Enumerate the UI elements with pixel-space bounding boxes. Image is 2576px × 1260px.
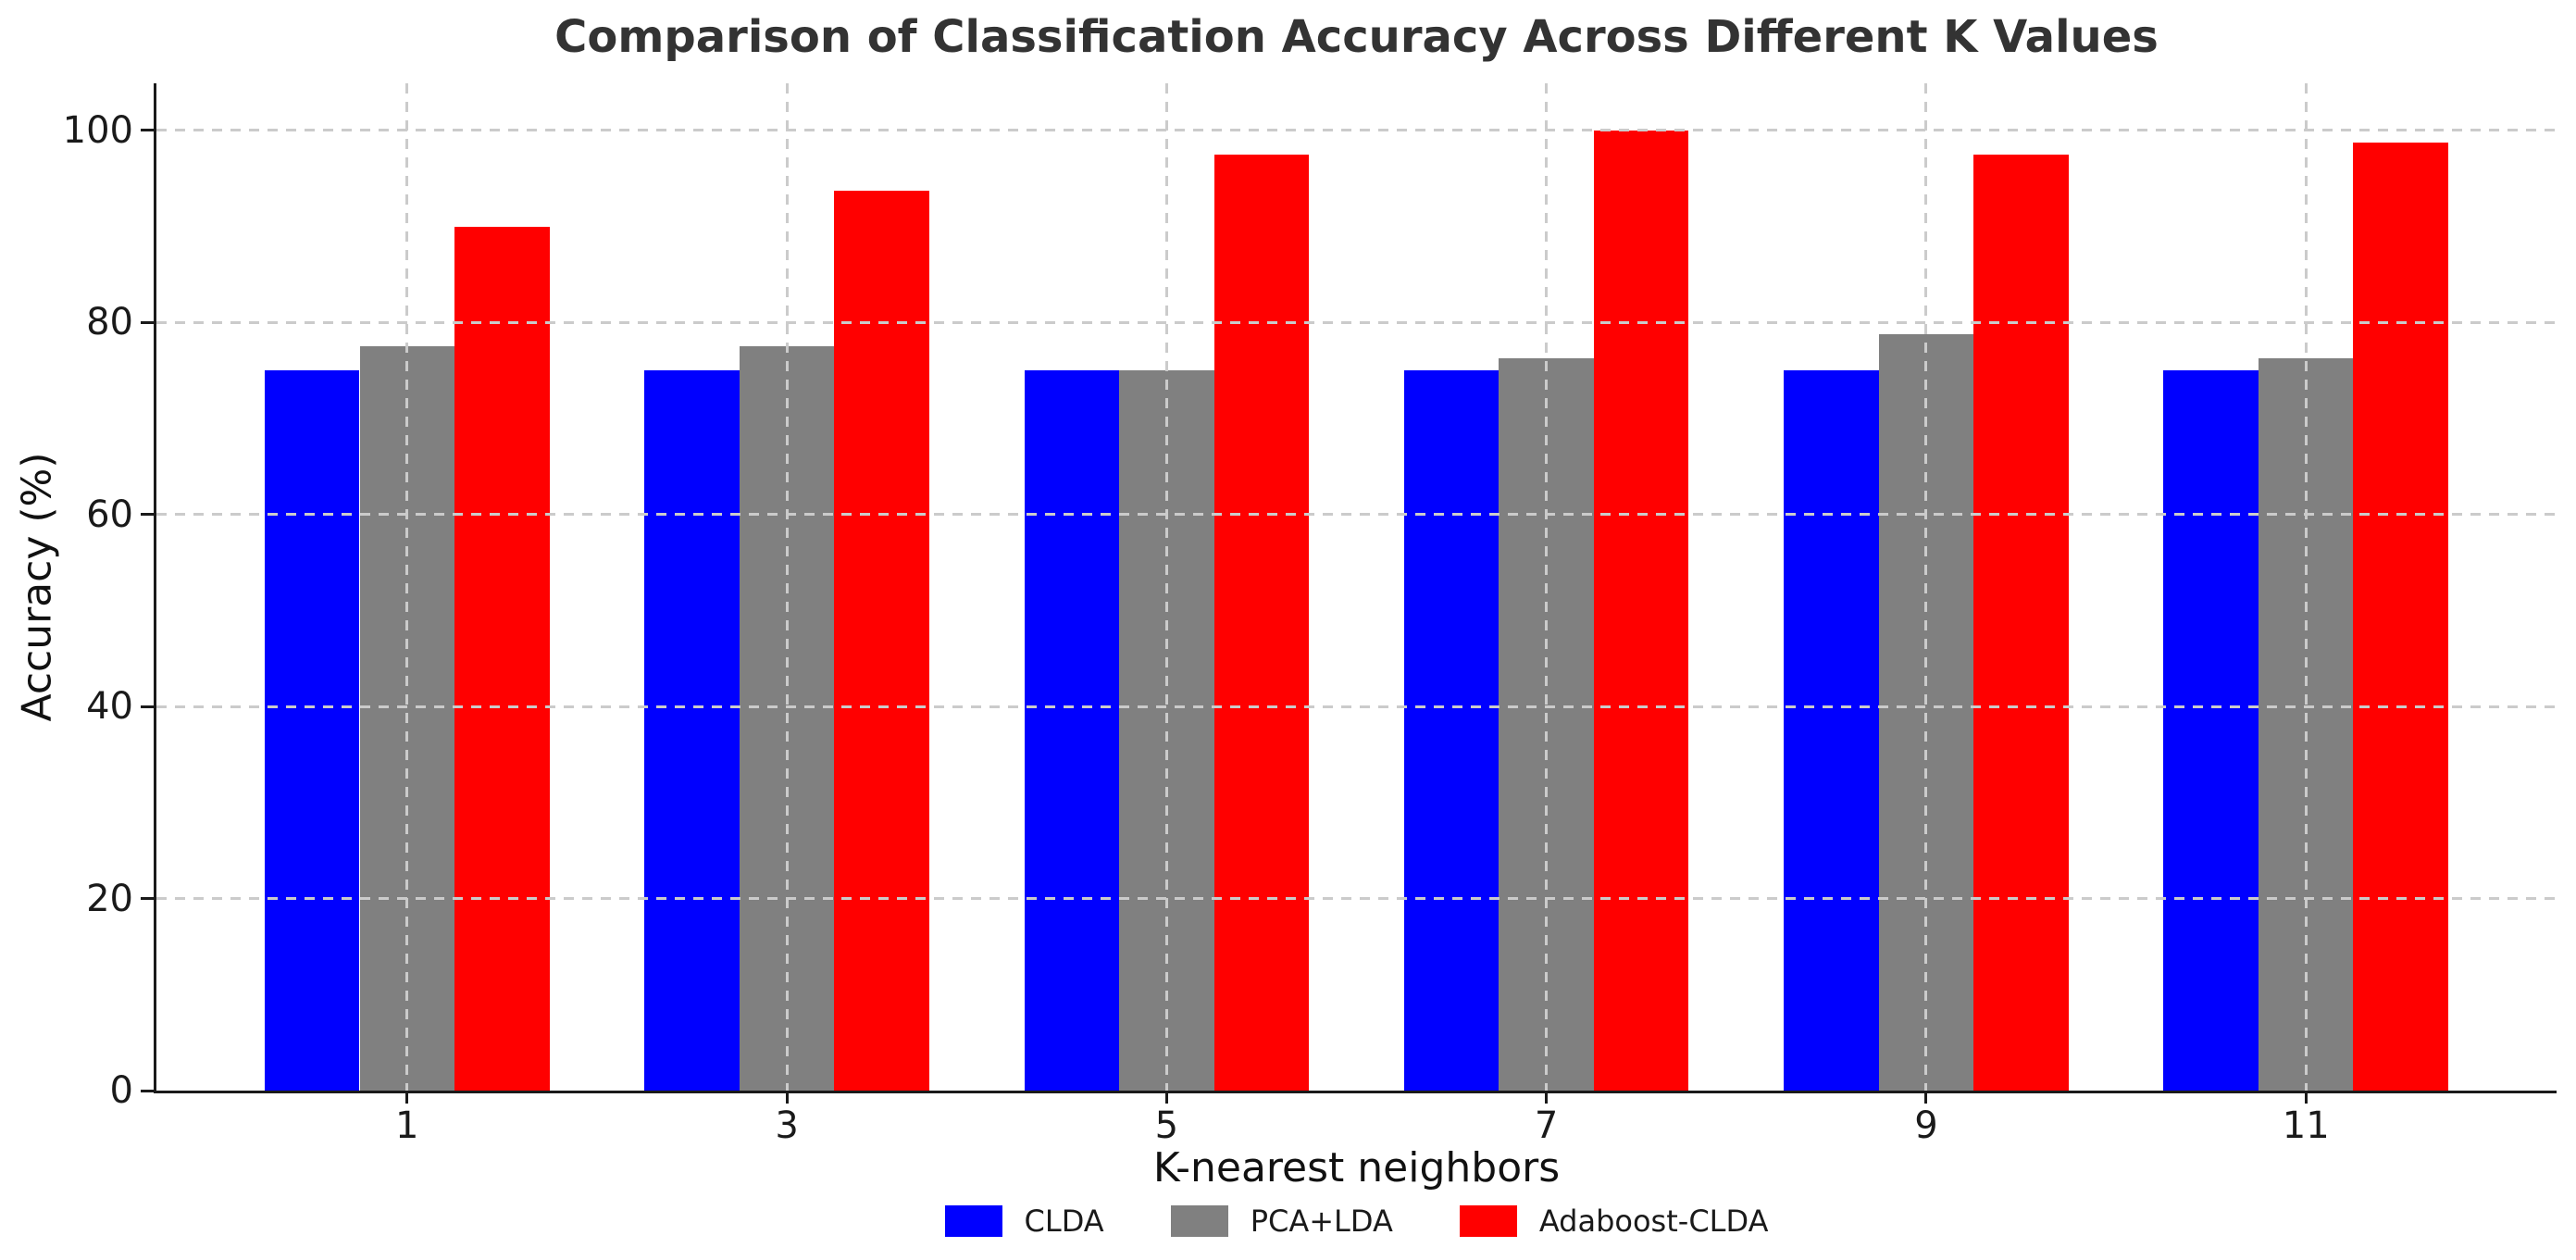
gridline-x-3 [785, 83, 789, 1091]
y-axis-spine [154, 83, 156, 1093]
y-tick-label-60: 60 [86, 493, 133, 536]
bar-adaboost-clda-k5 [1213, 154, 1310, 1091]
x-axis-label: K-nearest neighbors [1152, 1144, 1561, 1191]
gridline-x-1 [405, 83, 409, 1091]
legend-swatch-pca-lda [1170, 1205, 1228, 1237]
x-tick-7 [1545, 1091, 1549, 1104]
gridline-y-80 [156, 320, 2557, 324]
legend-swatch-adaboost-clda [1459, 1205, 1517, 1237]
y-tick-60 [141, 513, 154, 517]
gridline-x-7 [1545, 83, 1549, 1091]
y-tick-label-100: 100 [62, 108, 133, 152]
x-tick-5 [1164, 1091, 1168, 1104]
x-tick-3 [785, 1091, 789, 1104]
legend-item-clda: CLDA [944, 1204, 1104, 1239]
chart-title: Comparison of Classification Accuracy Ac… [554, 11, 2159, 63]
x-tick-label-3: 3 [775, 1104, 799, 1147]
plot-area [156, 83, 2557, 1091]
x-tick-label-5: 5 [1154, 1104, 1179, 1147]
x-tick-label-9: 9 [1914, 1104, 1938, 1147]
bar-adaboost-clda-k7 [1593, 130, 1689, 1091]
gridline-y-40 [156, 705, 2557, 708]
gridline-x-9 [1924, 83, 1928, 1091]
bar-adaboost-clda-k3 [834, 190, 929, 1091]
y-tick-80 [141, 320, 154, 324]
x-tick-9 [1924, 1091, 1928, 1104]
bar-adaboost-clda-k9 [1973, 154, 2069, 1091]
x-axis-spine [154, 1091, 2557, 1093]
bar-clda-k7 [1403, 370, 1500, 1091]
bar-adaboost-clda-k11 [2353, 142, 2449, 1091]
gridline-y-60 [156, 513, 2557, 517]
gridline-y-100 [156, 129, 2557, 132]
legend-label: Adaboost-CLDA [1538, 1204, 1769, 1239]
legend: CLDA PCA+LDA Adaboost-CLDA [156, 1205, 2557, 1237]
y-tick-20 [141, 897, 154, 901]
legend-item-pca-lda: PCA+LDA [1170, 1204, 1393, 1239]
bar-clda-k5 [1024, 370, 1120, 1091]
x-tick-1 [405, 1091, 409, 1104]
bar-clda-k3 [644, 370, 740, 1091]
y-tick-100 [141, 129, 154, 132]
y-tick-0 [141, 1089, 154, 1092]
y-tick-40 [141, 705, 154, 708]
x-tick-11 [2304, 1091, 2308, 1104]
y-tick-label-80: 80 [86, 301, 133, 344]
bar-clda-k11 [2163, 370, 2259, 1091]
bar-clda-k9 [1784, 370, 1879, 1091]
y-tick-label-40: 40 [86, 685, 133, 729]
legend-label: PCA+LDA [1250, 1204, 1393, 1239]
legend-swatch-clda [944, 1205, 1002, 1237]
bar-adaboost-clda-k1 [454, 226, 550, 1091]
legend-item-adaboost-clda: Adaboost-CLDA [1459, 1204, 1769, 1239]
gridline-y-20 [156, 897, 2557, 901]
gridline-x-11 [2304, 83, 2308, 1091]
x-tick-label-7: 7 [1534, 1104, 1559, 1147]
x-tick-label-11: 11 [2282, 1104, 2330, 1147]
y-axis-label: Accuracy (%) [13, 452, 61, 722]
legend-label: CLDA [1024, 1204, 1104, 1239]
x-tick-label-1: 1 [395, 1104, 419, 1147]
gridline-x-5 [1164, 83, 1168, 1091]
bar-clda-k1 [264, 370, 360, 1091]
y-tick-label-20: 20 [86, 877, 133, 920]
y-tick-label-0: 0 [109, 1069, 133, 1112]
